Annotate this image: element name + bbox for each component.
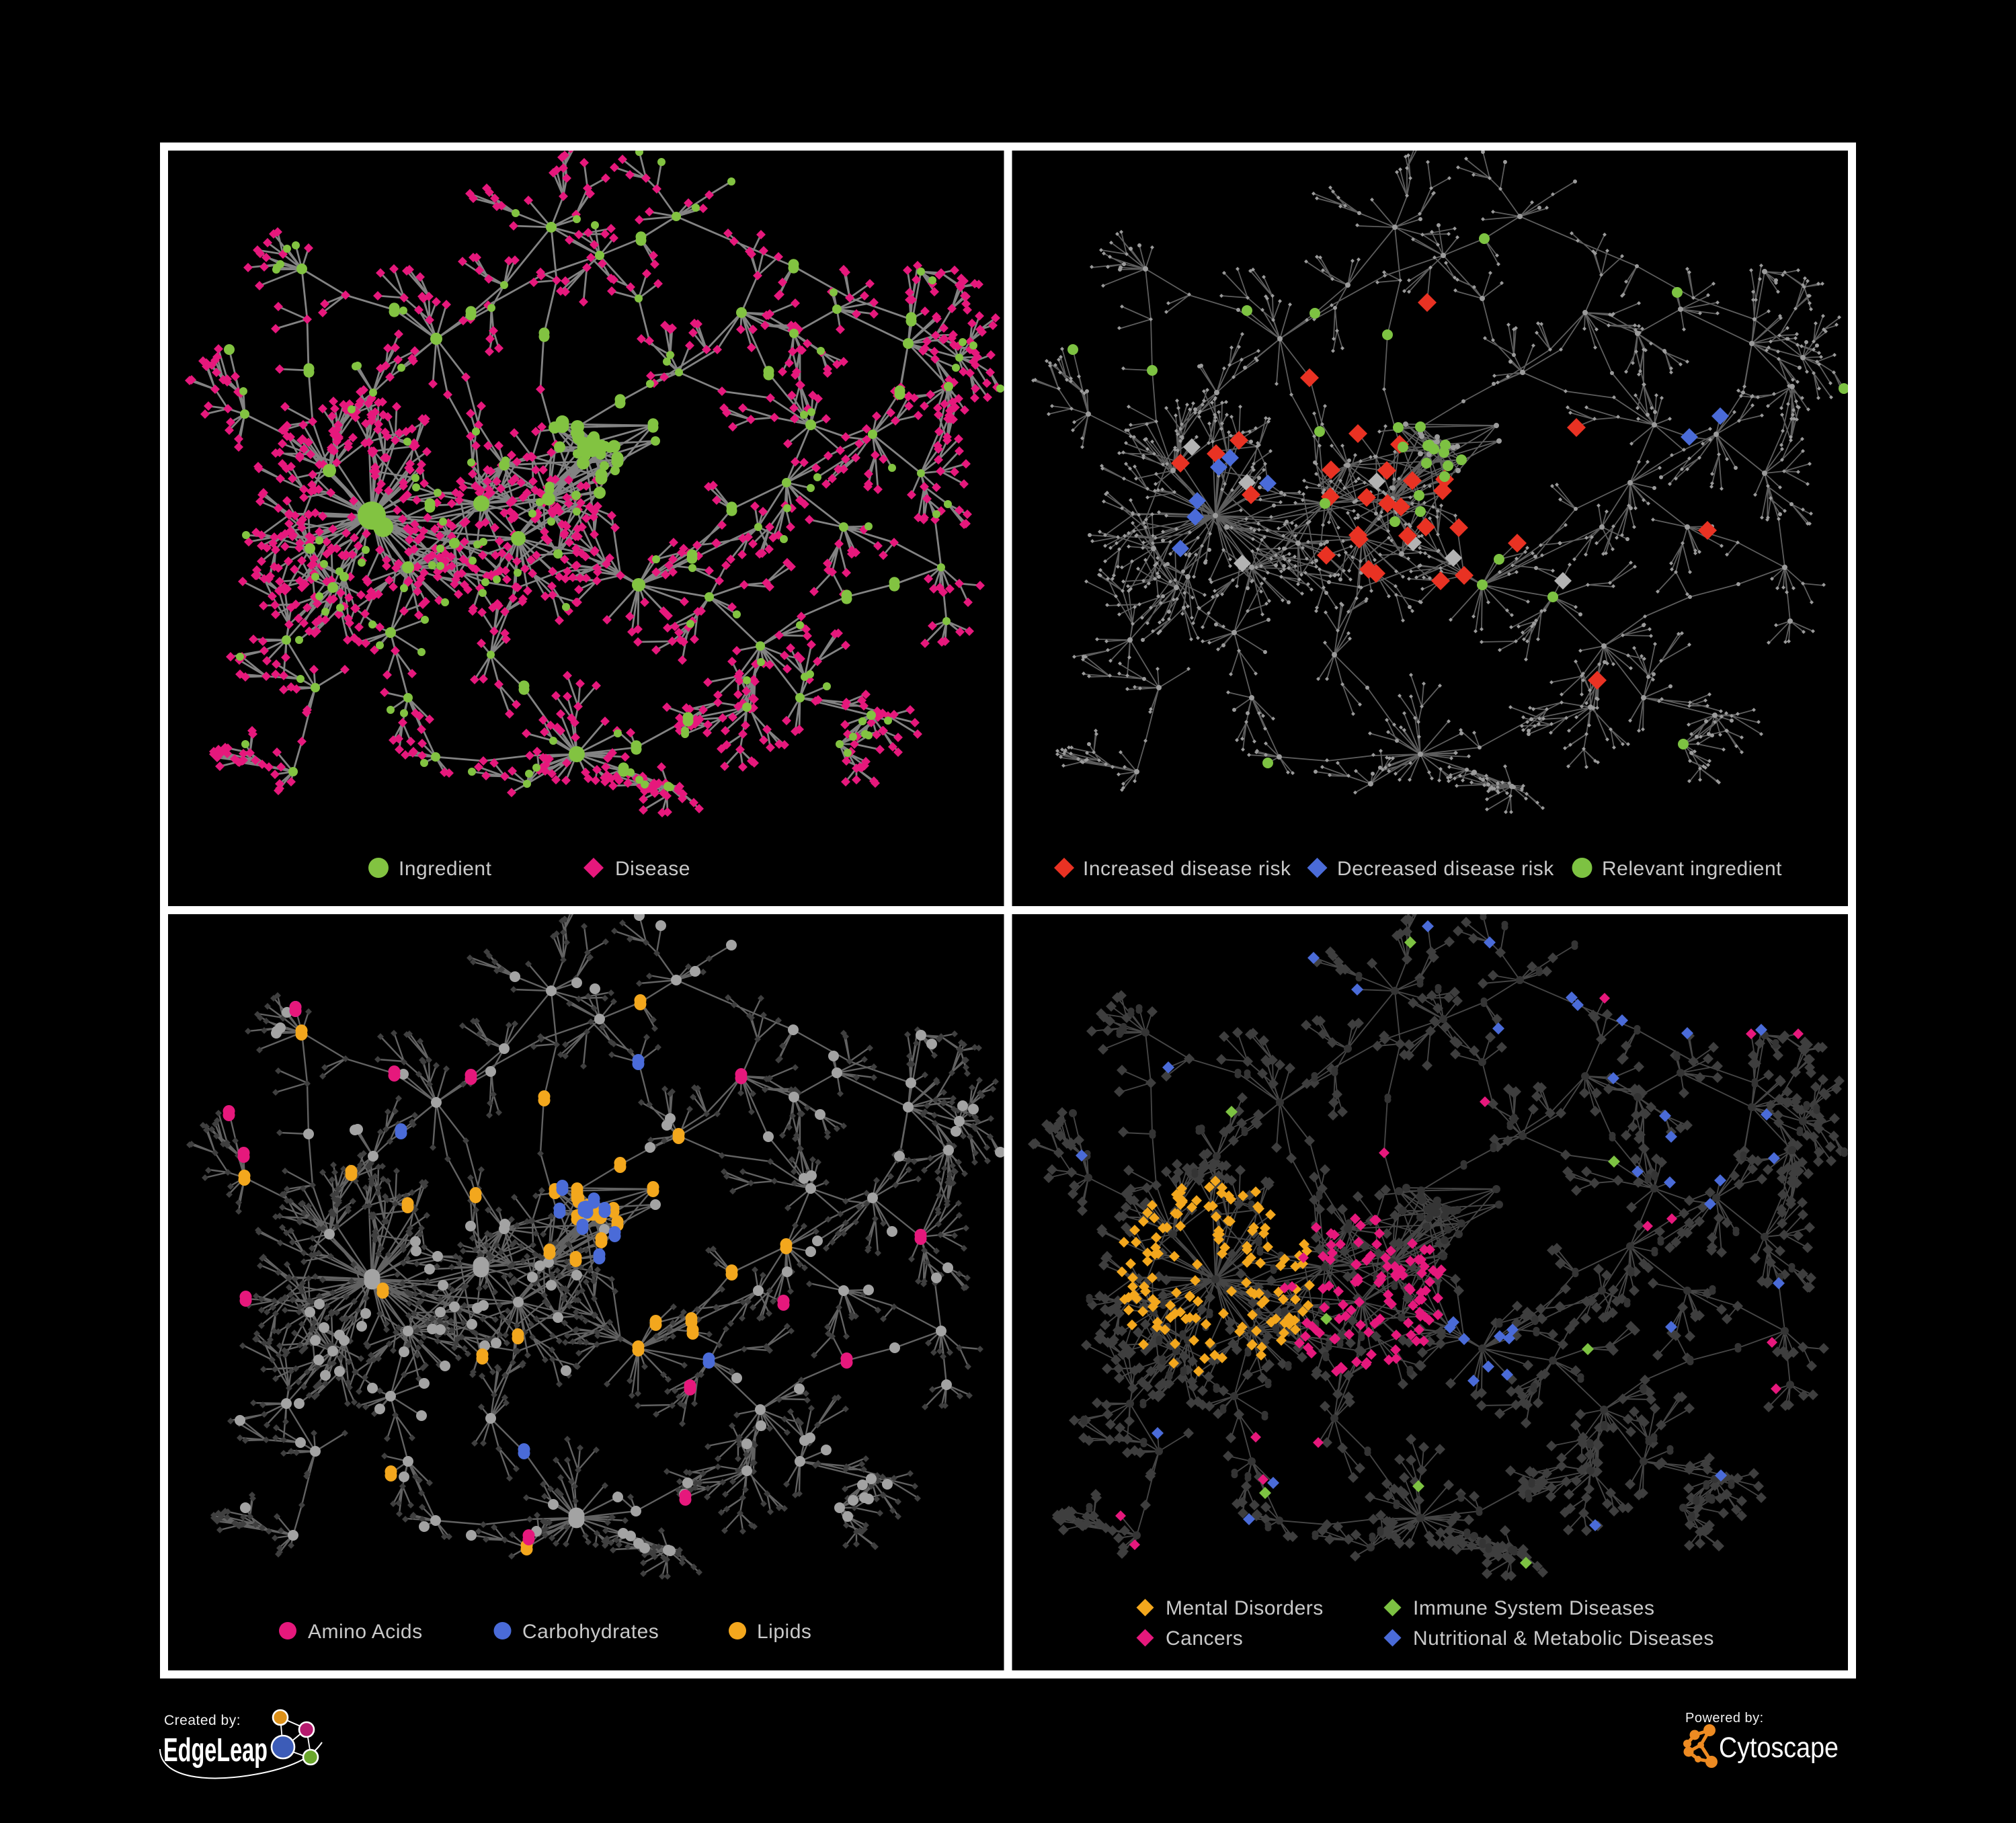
svg-text:Carbohydrates: Carbohydrates bbox=[522, 1621, 659, 1643]
svg-text:Immune System Diseases: Immune System Diseases bbox=[1413, 1597, 1654, 1619]
svg-text:Cytoscape: Cytoscape bbox=[1719, 1732, 1839, 1764]
svg-text:Cancers: Cancers bbox=[1166, 1627, 1243, 1650]
svg-text:Disease: Disease bbox=[615, 858, 690, 880]
svg-text:Lipids: Lipids bbox=[757, 1621, 811, 1643]
svg-text:Created by:: Created by: bbox=[164, 1713, 241, 1728]
svg-text:Amino Acids: Amino Acids bbox=[308, 1621, 423, 1643]
svg-text:Decreased disease risk: Decreased disease risk bbox=[1337, 858, 1554, 880]
svg-text:Relevant ingredient: Relevant ingredient bbox=[1602, 858, 1782, 880]
svg-text:Mental Disorders: Mental Disorders bbox=[1166, 1597, 1324, 1619]
svg-text:EdgeLeap: EdgeLeap bbox=[163, 1732, 268, 1769]
svg-text:Powered by:: Powered by: bbox=[1685, 1711, 1764, 1726]
svg-text:Nutritional & Metabolic Diseas: Nutritional & Metabolic Diseases bbox=[1413, 1627, 1714, 1650]
svg-text:Ingredient: Ingredient bbox=[399, 858, 492, 880]
svg-text:Increased disease risk: Increased disease risk bbox=[1083, 858, 1291, 880]
